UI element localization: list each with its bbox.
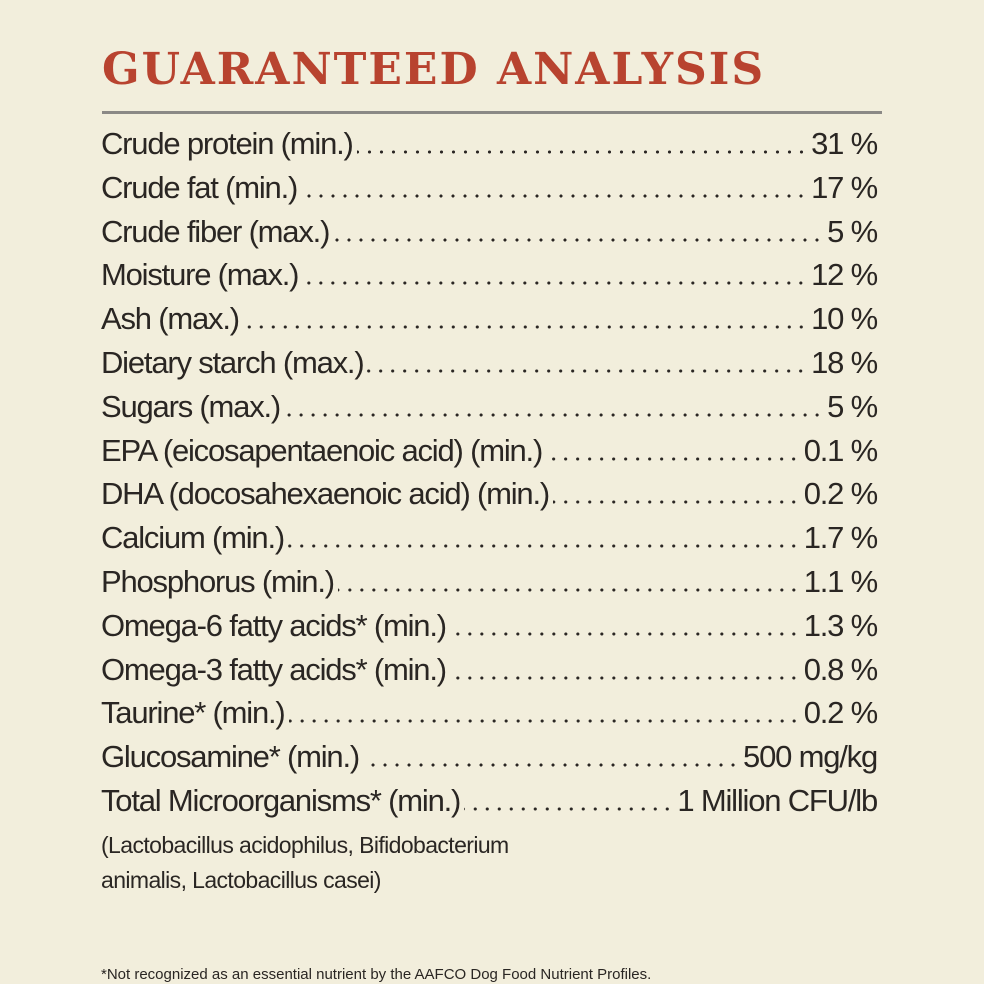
- dot-leader: [242, 325, 808, 330]
- table-row: Sugars (max.) 5 %: [101, 388, 878, 433]
- table-row: DHA (docosahexaenoic acid) (min.) 0.2 %: [101, 476, 878, 520]
- dot-leader: [363, 763, 740, 768]
- nutrient-value: 12 %: [811, 257, 878, 293]
- dot-leader: [288, 719, 800, 724]
- nutrient-value: 17 %: [811, 169, 878, 205]
- nutrient-label: Phosphorus (min.): [101, 563, 335, 599]
- dot-leader: [284, 412, 824, 417]
- table-row: Taurine* (min.) 0.2 %: [101, 695, 878, 739]
- nutrient-label: Crude fiber (max.): [101, 213, 330, 249]
- table-row: Glucosamine* (min.) 500 mg/kg: [101, 739, 878, 783]
- note-line: (Lactobacillus acidophilus, Bifidobacter…: [101, 832, 509, 858]
- dot-leader: [464, 806, 674, 811]
- table-row: Moisture (max.) 12 %: [101, 257, 878, 301]
- dot-leader: [553, 500, 800, 505]
- note: (Lactobacillus acidophilus, Bifidobacter…: [101, 828, 509, 898]
- nutrient-label: Total Microorganisms* (min.): [101, 782, 461, 818]
- dot-leader: [449, 631, 800, 636]
- analysis-table: Crude protein (min.) 31 % Crude fat (min.)…: [101, 126, 878, 827]
- note-line: animalis, Lactobacillus casei): [101, 867, 381, 893]
- nutrient-label: Ash (max.): [101, 301, 240, 337]
- nutrient-label: EPA (eicosapentaenoic acid) (min.): [101, 432, 543, 468]
- nutrient-label: DHA (docosahexaenoic acid) (min.): [101, 476, 550, 512]
- nutrient-label: Omega-6 fatty acids* (min.): [101, 607, 447, 643]
- nutrient-value: 500 mg/kg: [743, 739, 878, 775]
- nutrient-value: 5 %: [827, 388, 878, 424]
- dot-leader: [337, 587, 800, 592]
- table-row: Omega-6 fatty acids* (min.) 1.3 %: [101, 607, 878, 652]
- nutrient-label: Crude protein (min.): [101, 126, 354, 161]
- nutrient-label: Dietary starch (max.): [101, 344, 365, 380]
- dot-leader: [288, 544, 800, 549]
- footnote: *Not recognized as an essential nutrient…: [101, 966, 652, 983]
- nutrient-value: 0.1 %: [803, 432, 878, 468]
- table-row: Crude protein (min.) 31 %: [101, 126, 878, 170]
- nutrient-label: Omega-3 fatty acids* (min.): [101, 651, 447, 687]
- nutrient-value: 0.2 %: [803, 695, 878, 731]
- table-row: Omega-3 fatty acids* (min.) 0.8 %: [101, 651, 878, 696]
- table-row: Calcium (min.) 1.7 %: [101, 520, 878, 564]
- nutrient-value: 1.7 %: [803, 520, 878, 556]
- dot-leader: [301, 193, 808, 198]
- nutrient-value: 0.2 %: [803, 476, 878, 512]
- dot-leader: [449, 675, 800, 680]
- table-row: Crude fiber (max.) 5 %: [101, 213, 878, 258]
- nutrient-value: 31 %: [811, 126, 878, 161]
- nutrient-value: 18 %: [811, 344, 878, 380]
- table-row: Dietary starch (max.) 18 %: [101, 344, 878, 389]
- dot-leader: [356, 150, 808, 154]
- dot-leader: [367, 368, 808, 373]
- dot-leader: [302, 281, 808, 286]
- nutrient-label: Taurine* (min.): [101, 695, 286, 731]
- table-row: Phosphorus (min.) 1.1 %: [101, 563, 878, 608]
- table-row: Crude fat (min.) 17 %: [101, 169, 878, 214]
- nutrient-value: 5 %: [827, 213, 878, 249]
- table-row: EPA (eicosapentaenoic acid) (min.) 0.1 %: [101, 432, 878, 477]
- nutrient-label: Glucosamine* (min.): [101, 739, 360, 775]
- nutrient-label: Crude fat (min.): [101, 169, 298, 205]
- nutrient-label: Moisture (max.): [101, 257, 300, 293]
- nutrient-value: 1.1 %: [803, 563, 878, 599]
- nutrient-value: 10 %: [811, 301, 878, 337]
- title: GUARANTEED ANALYSIS: [102, 44, 766, 95]
- nutrient-value: 0.8 %: [803, 651, 878, 687]
- nutrient-label: Sugars (max.): [101, 388, 281, 424]
- table-row: Ash (max.) 10 %: [101, 301, 878, 345]
- table-row: Total Microorganisms* (min.) 1 Million CF…: [101, 782, 878, 827]
- dot-leader: [333, 237, 824, 242]
- nutrient-label: Calcium (min.): [101, 520, 285, 556]
- divider: [102, 111, 882, 114]
- dot-leader: [546, 456, 800, 461]
- nutrient-value: 1.3 %: [803, 607, 878, 643]
- nutrient-value: 1 Million CFU/lb: [677, 782, 878, 818]
